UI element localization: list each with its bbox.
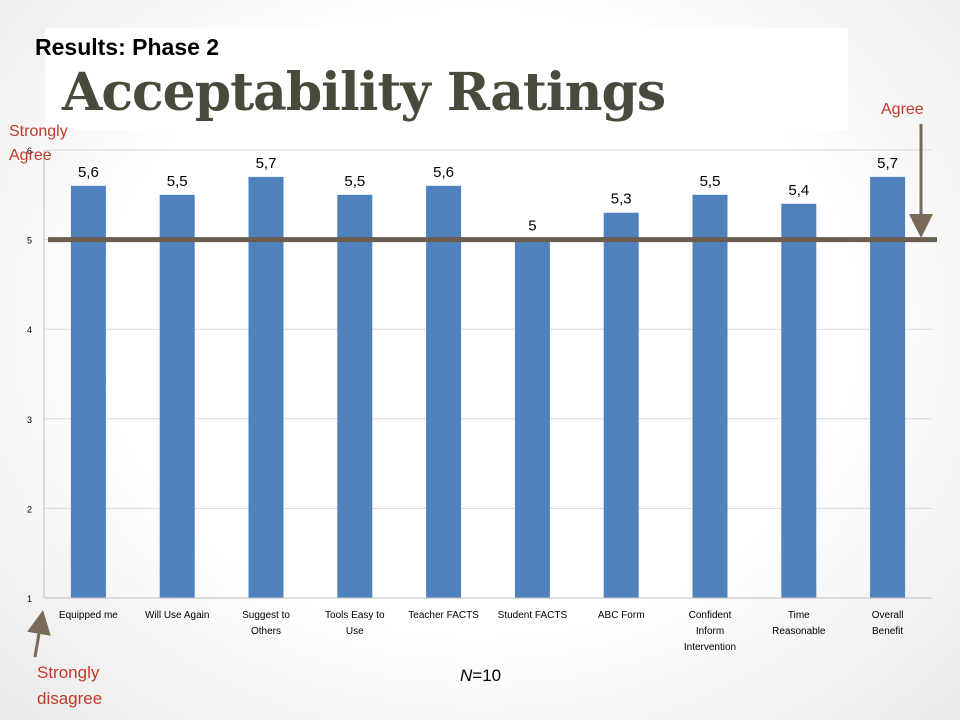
category-label: Reasonable xyxy=(772,626,826,637)
bar xyxy=(514,239,550,598)
category-label: Equipped me xyxy=(59,610,118,621)
bar xyxy=(603,212,639,598)
category-label: Others xyxy=(251,626,281,637)
data-label: 5,5 xyxy=(344,173,365,190)
data-label: 5,5 xyxy=(700,173,721,190)
bar xyxy=(159,194,195,599)
sample-size-n: N xyxy=(460,666,473,685)
strongly-disagree-arrow xyxy=(27,610,51,658)
bar xyxy=(692,194,728,599)
y-tick-label: 6 xyxy=(27,146,32,156)
data-label: 5,6 xyxy=(433,164,454,181)
slide-subtitle: Results: Phase 2 xyxy=(35,34,220,60)
category-label: Time xyxy=(788,610,810,621)
strongly-disagree-label: Strongly disagree xyxy=(37,663,103,708)
bar-layer xyxy=(70,176,906,599)
data-label: 5,4 xyxy=(788,182,809,199)
bar xyxy=(781,203,817,598)
category-label: Overall xyxy=(872,610,904,621)
data-label: 5,7 xyxy=(256,155,277,172)
label-layer: 5,6 5,5 5,7 5,5 5,6 5 5,3 5,5 5,4 5,7 xyxy=(78,155,898,235)
strongly-agree-label: Strongly Agree xyxy=(9,123,68,164)
axis-layer: 1 2 3 4 5 6 Equipped me Will Use Again Suggest t… xyxy=(27,146,932,653)
data-label: 5,5 xyxy=(167,173,188,190)
category-label: Tools Easy to xyxy=(325,610,385,621)
category-label: Benefit xyxy=(872,626,903,637)
sample-size-label: N=10 xyxy=(460,666,501,686)
y-tick-label: 3 xyxy=(27,415,32,425)
slide-title: Acceptability Ratings xyxy=(62,62,666,123)
category-label: ABC Form xyxy=(598,610,645,621)
bar xyxy=(337,194,373,599)
category-label: Teacher FACTS xyxy=(408,610,479,621)
category-label: Intervention xyxy=(684,642,736,653)
category-label: Use xyxy=(346,626,364,637)
category-label: Will Use Again xyxy=(145,610,209,621)
bar xyxy=(248,176,284,598)
bar xyxy=(70,185,106,598)
data-label: 5,6 xyxy=(78,164,99,181)
y-tick-label: 4 xyxy=(27,325,32,335)
category-label: Student FACTS xyxy=(498,610,568,621)
title-panel xyxy=(45,28,848,130)
category-label: Confident xyxy=(689,610,732,621)
y-tick-label: 5 xyxy=(27,236,32,246)
category-label: Inform xyxy=(696,626,724,637)
y-tick-label: 2 xyxy=(27,504,32,514)
y-tick-label: 1 xyxy=(27,594,32,604)
category-label: Suggest to xyxy=(242,610,290,621)
data-label: 5 xyxy=(528,218,536,235)
annotation-layer xyxy=(27,124,937,658)
agree-label: Agree xyxy=(881,101,924,118)
sample-size-value: =10 xyxy=(472,666,502,685)
bar xyxy=(870,176,906,598)
data-label: 5,7 xyxy=(877,155,898,172)
bar xyxy=(426,185,462,598)
data-label: 5,3 xyxy=(611,191,632,208)
